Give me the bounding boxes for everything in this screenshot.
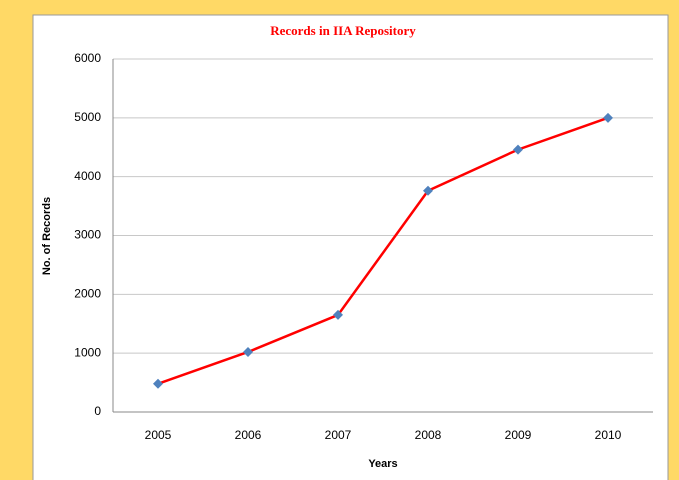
x-tick-label: 2005 [145,428,172,442]
x-tick-label: 2009 [505,428,532,442]
y-tick-label: 4000 [74,169,101,183]
x-tick-label: 2006 [235,428,262,442]
y-tick-label: 1000 [74,345,101,359]
marker [513,144,523,155]
marker [153,378,163,389]
x-tick-label: 2010 [595,428,622,442]
marker [603,112,613,123]
x-tick-label: 2008 [415,428,442,442]
chart-area [32,14,669,480]
marker [243,346,253,357]
y-tick-label: 5000 [74,110,101,124]
line [157,116,609,385]
x-tick-label: 2007 [325,428,352,442]
y-axis-label: No. of Records [41,197,53,275]
marker [333,309,343,320]
marker [423,185,433,196]
x-axis-label: Years [368,458,397,470]
y-tick-label: 0 [94,404,101,418]
chart-title: Records in IIA Repository [270,23,416,38]
y-tick-label: 3000 [74,228,101,242]
y-tick-label: 2000 [74,287,101,301]
y-tick-label: 6000 [74,51,101,65]
